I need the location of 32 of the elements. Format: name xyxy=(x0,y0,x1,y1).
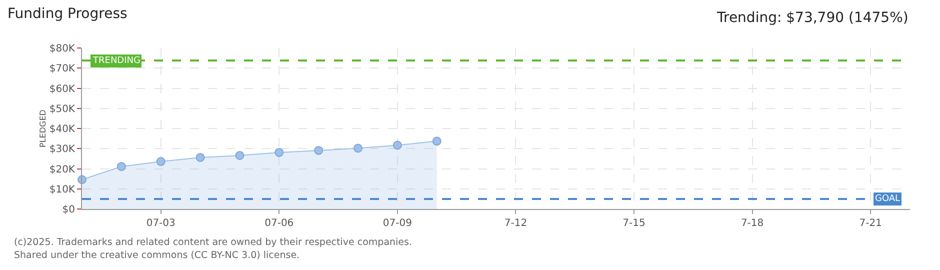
text: Shared under the creative commons (CC BY-NC 3.0) license. xyxy=(14,250,300,261)
y-tick-label: $50K xyxy=(49,104,76,115)
point xyxy=(274,148,284,157)
y-tick-label: $60K xyxy=(49,84,76,95)
x-tick-label: 07-06 xyxy=(264,218,294,229)
y-tick-label: $80K xyxy=(49,44,76,54)
point xyxy=(156,157,166,166)
ref-line-label: TRENDING xyxy=(92,56,140,66)
point xyxy=(354,144,362,153)
y-tick-label: $20K xyxy=(49,164,76,176)
y-tick-label: $40K xyxy=(49,124,76,135)
text: Trending: $73,790 (1475%) xyxy=(716,10,908,26)
point xyxy=(314,146,324,155)
y-axis-title: PLEDGED xyxy=(38,110,48,148)
x-tick-label: 07-03 xyxy=(146,218,176,229)
x-tick-label: 7-18 xyxy=(740,218,764,229)
x-tick-label: 7-15 xyxy=(622,218,646,229)
point xyxy=(235,150,244,160)
x-tick-label: 07-09 xyxy=(382,218,412,229)
point xyxy=(432,136,442,146)
point xyxy=(116,162,126,172)
text: (c)2025. Trademarks and related content are owned by their respective companies. xyxy=(14,237,412,248)
ref-line-label: GOAL xyxy=(875,194,900,204)
y-tick-label: $30K xyxy=(49,144,76,156)
x-tick-label: 7-12 xyxy=(504,218,528,229)
x-tick-label: 7-21 xyxy=(859,218,882,229)
chart-title: Funding Progress xyxy=(8,6,128,22)
point xyxy=(196,152,205,162)
y-tick-label: $0 xyxy=(62,204,75,216)
y-tick-label: $10K xyxy=(49,184,76,196)
point xyxy=(392,140,402,150)
y-tick-label: $70K xyxy=(49,64,76,75)
